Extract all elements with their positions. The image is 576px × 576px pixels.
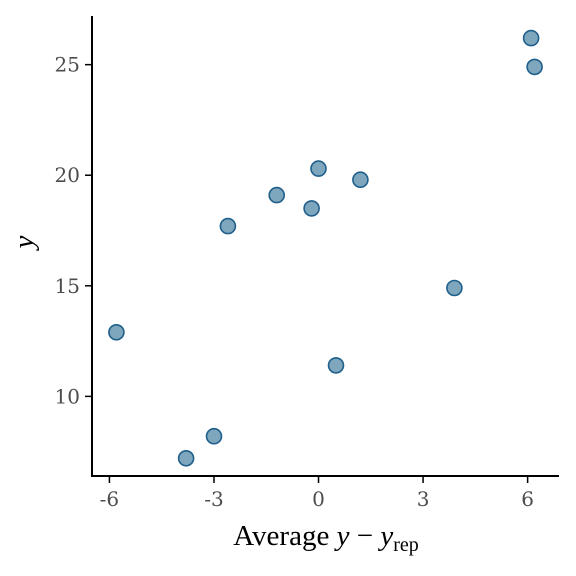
- data-point: [522, 29, 540, 47]
- x-axis-title-y: y: [334, 520, 350, 552]
- x-tick-label: 3: [417, 487, 430, 511]
- y-tick-label: 25: [55, 53, 80, 77]
- x-tick-label: 0: [312, 487, 325, 511]
- y-tick-label: 15: [55, 274, 80, 298]
- data-point: [352, 171, 369, 188]
- x-axis-title-minus: −: [349, 520, 380, 552]
- data-point: [177, 449, 195, 467]
- x-tick-label: 6: [521, 487, 534, 511]
- data-point: [108, 323, 125, 341]
- y-tick-label: 10: [55, 384, 80, 408]
- x-tick-label: -6: [100, 487, 119, 511]
- x-axis-title-yrep: y: [377, 520, 393, 552]
- data-point: [219, 217, 237, 235]
- data-point: [327, 357, 345, 374]
- x-axis-title: Average y − yrep: [233, 520, 418, 556]
- y-axis-title: y: [8, 235, 40, 251]
- data-point: [526, 58, 543, 76]
- x-axis-ticks: -6 -3 0 3 6: [100, 476, 534, 511]
- data-point: [310, 160, 327, 177]
- x-axis-title-yrep-subscript: rep: [393, 534, 419, 556]
- y-tick-label: 20: [55, 163, 80, 187]
- x-tick-label: -3: [204, 487, 223, 511]
- x-axis-title-prefix: Average: [233, 520, 336, 552]
- data-point: [205, 427, 223, 445]
- data-point: [446, 279, 463, 297]
- y-axis-ticks: 10 15 20 25: [55, 53, 92, 408]
- data-point: [303, 200, 320, 217]
- points-layer: [108, 29, 543, 467]
- data-point: [268, 186, 286, 204]
